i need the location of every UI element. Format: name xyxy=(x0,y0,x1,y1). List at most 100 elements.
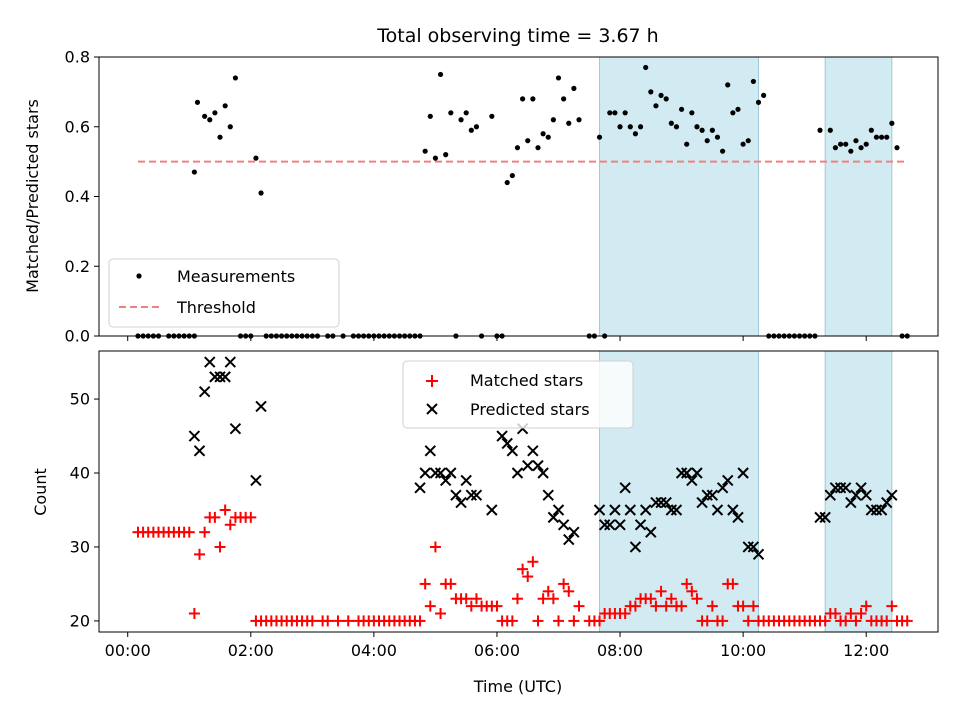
y-tick-label: 0.6 xyxy=(65,117,90,136)
measurement-point xyxy=(832,145,839,151)
measurement-point xyxy=(837,141,844,147)
matched-point xyxy=(199,526,211,538)
y-tick-label: 40 xyxy=(70,464,90,483)
predicted-point xyxy=(219,371,231,383)
measurement-point xyxy=(514,145,521,151)
measurement-point xyxy=(617,124,623,130)
measurement-point xyxy=(863,141,869,147)
measurement-point xyxy=(191,169,197,175)
predicted-point xyxy=(665,504,678,516)
measurement-point xyxy=(545,134,551,140)
predicted-point xyxy=(198,385,211,398)
matched-point xyxy=(460,593,472,605)
predicted-point xyxy=(419,467,431,479)
measurement-point xyxy=(422,148,428,154)
predicted-point xyxy=(855,482,867,494)
matched-point xyxy=(742,615,754,627)
measurement-point xyxy=(561,96,567,102)
measurement-point xyxy=(222,103,228,109)
matched-point xyxy=(655,585,667,597)
predicted-point xyxy=(716,482,729,494)
predicted-point xyxy=(193,445,206,457)
matched-point xyxy=(850,615,862,627)
matched-point xyxy=(470,593,482,605)
measurement-point xyxy=(458,117,464,123)
matched-point xyxy=(840,615,852,627)
predicted-point xyxy=(501,437,513,450)
measurement-point xyxy=(217,134,223,140)
matched-point xyxy=(701,615,713,627)
measurement-point xyxy=(427,113,433,119)
predicted-point xyxy=(465,489,478,501)
measurement-point xyxy=(437,71,444,78)
measurement-point xyxy=(212,110,218,116)
matched-point xyxy=(547,593,559,605)
predicted-point xyxy=(542,489,554,501)
measurement-point xyxy=(673,124,680,130)
bottom-y-axis-label: Count xyxy=(31,468,50,516)
measurement-point xyxy=(668,120,674,126)
measurement-point xyxy=(873,134,880,140)
predicted-point xyxy=(614,519,626,531)
measurement-point xyxy=(612,110,618,116)
matched-point xyxy=(522,571,534,583)
predicted-point xyxy=(522,459,534,472)
legend-matched-marker xyxy=(426,375,438,387)
x-tick-label: 02:00 xyxy=(228,641,274,660)
matched-point xyxy=(332,615,344,627)
measurement-point xyxy=(571,85,577,91)
measurement-point xyxy=(653,103,659,109)
measurement-point xyxy=(709,127,715,133)
predicted-point xyxy=(875,504,888,516)
measurement-point xyxy=(432,155,439,161)
bottom-x-axis: 00:00 02:00 04:00 06:00 08:00 10:00 12:00 xyxy=(105,632,889,660)
legend-predicted-label: Predicted stars xyxy=(470,400,590,419)
measurement-point xyxy=(443,152,449,158)
measurement-point xyxy=(878,134,885,140)
measurement-point xyxy=(858,145,864,151)
predicted-point xyxy=(552,504,565,516)
predicted-point xyxy=(655,496,667,509)
predicted-point xyxy=(681,467,693,479)
predicted-point xyxy=(839,482,852,494)
legend-measurements-marker xyxy=(136,273,142,279)
predicted-point xyxy=(604,519,616,531)
measurement-point xyxy=(699,127,705,133)
matched-point xyxy=(819,615,831,627)
matched-point xyxy=(445,578,457,590)
measurement-point xyxy=(448,110,454,116)
measurement-point xyxy=(648,89,654,95)
measurement-point xyxy=(884,134,890,140)
measurement-point xyxy=(853,138,859,144)
predicted-point xyxy=(727,504,739,516)
predicted-point xyxy=(434,467,447,479)
measurement-point xyxy=(622,110,628,116)
predicted-point xyxy=(445,467,457,479)
matched-point xyxy=(527,556,539,568)
y-tick-label: 0.0 xyxy=(65,327,90,346)
matched-point xyxy=(845,608,857,620)
measurement-point xyxy=(750,78,756,85)
predicted-point xyxy=(624,504,637,516)
predicted-point xyxy=(845,496,857,509)
measurement-point xyxy=(576,117,582,123)
matched-point xyxy=(686,585,698,597)
matched-point xyxy=(435,608,447,620)
measurement-point xyxy=(725,82,731,88)
measurement-point xyxy=(232,75,239,81)
y-tick-label: 30 xyxy=(70,537,90,556)
x-tick-label: 10:00 xyxy=(720,641,766,660)
predicted-point xyxy=(619,482,631,494)
matched-point xyxy=(881,615,893,627)
top-legend: Measurements Threshold xyxy=(108,258,340,328)
matched-point xyxy=(901,615,913,627)
matched-point xyxy=(717,615,729,627)
predicted-point xyxy=(829,482,842,494)
matched-point xyxy=(650,600,662,612)
matched-point xyxy=(306,615,318,627)
predicted-point xyxy=(609,504,621,516)
x-tick-label: 00:00 xyxy=(105,641,151,660)
top-y-axis: 0.0 0.2 0.4 0.6 0.8 xyxy=(65,48,99,346)
predicted-point xyxy=(511,467,524,479)
